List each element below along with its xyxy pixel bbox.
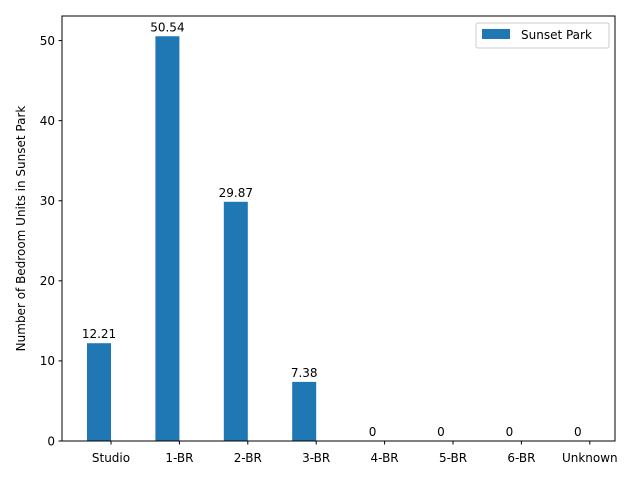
- y-tick-label: 40: [40, 114, 55, 128]
- y-axis-ticks: 0 10 20 30 40 50: [40, 34, 62, 448]
- y-tick-label: 10: [40, 354, 55, 368]
- y-tick-label: 20: [40, 274, 55, 288]
- bar-value-label: 0: [506, 425, 514, 439]
- x-tick-label: Studio: [92, 451, 130, 465]
- x-tick-label: 2-BR: [234, 451, 262, 465]
- bar-value-label: 50.54: [150, 20, 184, 34]
- x-tick-label: 1-BR: [165, 451, 193, 465]
- bar: [87, 343, 111, 441]
- y-tick-label: 50: [40, 34, 55, 48]
- y-tick-label: 0: [47, 434, 55, 448]
- bar-value-label: 29.87: [219, 186, 253, 200]
- y-tick-label: 30: [40, 194, 55, 208]
- legend-label: Sunset Park: [521, 28, 592, 42]
- legend: Sunset Park: [475, 22, 610, 49]
- bar-value-label: 0: [369, 425, 377, 439]
- plot-frame: [61, 15, 616, 442]
- bar-value-label: 7.38: [291, 366, 318, 380]
- x-tick-label: 3-BR: [302, 451, 330, 465]
- bar-series: [87, 36, 317, 441]
- bar: [292, 381, 317, 441]
- bar-value-label: 0: [437, 425, 445, 439]
- bar: [155, 36, 180, 441]
- x-tick-label: Unknown: [562, 451, 618, 465]
- bar-value-label: 12.21: [82, 327, 116, 341]
- bar: [223, 201, 248, 441]
- legend-swatch: [482, 29, 510, 39]
- x-tick-label: 4-BR: [371, 451, 399, 465]
- x-tick-label: 5-BR: [439, 451, 467, 465]
- bar-value-labels: 12.21 50.54 29.87 7.38 0 0 0 0: [82, 20, 582, 439]
- y-axis-label: Number of Bedroom Units in Sunset Park: [14, 106, 28, 352]
- x-tick-label: 6-BR: [507, 451, 535, 465]
- x-axis-ticks: Studio 1-BR 2-BR 3-BR 4-BR 5-BR 6-BR Unknown: [92, 441, 618, 465]
- bar-value-label: 0: [574, 425, 582, 439]
